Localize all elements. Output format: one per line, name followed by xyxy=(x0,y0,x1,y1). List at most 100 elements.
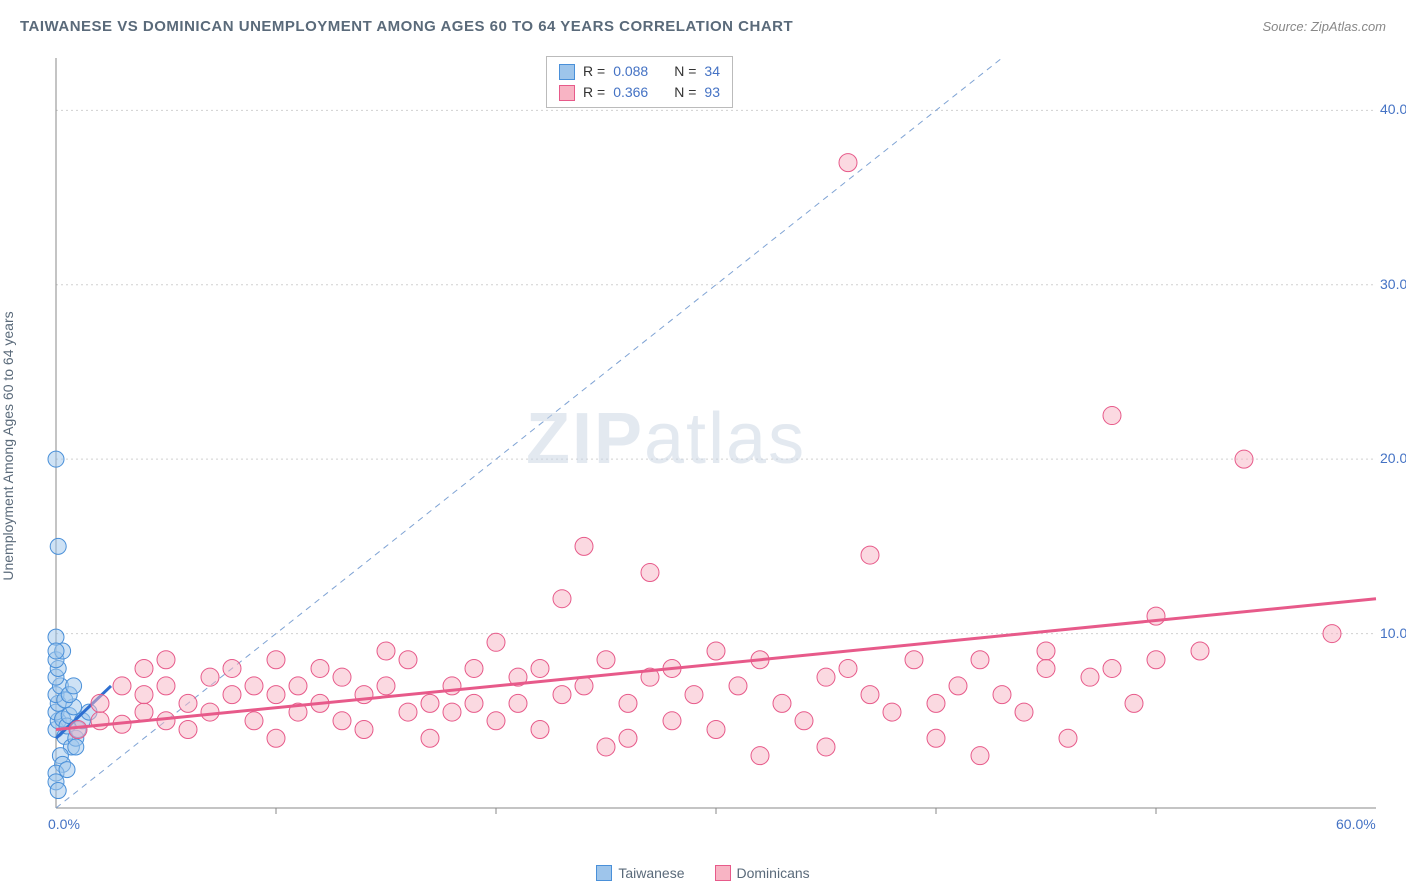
legend-swatch xyxy=(559,64,575,80)
x-tick-label: 60.0% xyxy=(1336,816,1376,832)
data-point xyxy=(487,712,505,730)
r-value: 0.366 xyxy=(613,82,648,103)
data-point xyxy=(1037,659,1055,677)
data-point xyxy=(421,694,439,712)
data-point xyxy=(355,721,373,739)
n-label: N = xyxy=(674,61,696,82)
data-point xyxy=(377,642,395,660)
data-point xyxy=(289,677,307,695)
data-point xyxy=(333,712,351,730)
data-point xyxy=(839,659,857,677)
data-point xyxy=(399,651,417,669)
data-point xyxy=(751,747,769,765)
data-point xyxy=(663,712,681,730)
data-point xyxy=(1059,729,1077,747)
series-legend: Taiwanese Dominicans xyxy=(0,858,1406,888)
data-point xyxy=(971,747,989,765)
data-point xyxy=(1147,651,1165,669)
data-point xyxy=(333,668,351,686)
data-point xyxy=(179,721,197,739)
data-point xyxy=(267,729,285,747)
chart-header: TAIWANESE VS DOMINICAN UNEMPLOYMENT AMON… xyxy=(0,0,1406,48)
x-tick-label: 0.0% xyxy=(48,816,80,832)
data-point xyxy=(179,694,197,712)
data-point xyxy=(465,659,483,677)
r-label: R = xyxy=(583,82,605,103)
data-point xyxy=(575,677,593,695)
data-point xyxy=(1037,642,1055,660)
data-point xyxy=(619,694,637,712)
data-point xyxy=(619,729,637,747)
data-point xyxy=(1103,407,1121,425)
data-point xyxy=(707,642,725,660)
data-point xyxy=(377,677,395,695)
data-point xyxy=(1125,694,1143,712)
data-point xyxy=(575,537,593,555)
data-point xyxy=(465,694,483,712)
data-point xyxy=(311,659,329,677)
data-point xyxy=(157,712,175,730)
data-point xyxy=(949,677,967,695)
data-point xyxy=(883,703,901,721)
legend-label: Dominicans xyxy=(737,865,810,881)
y-axis-label: Unemployment Among Ages 60 to 64 years xyxy=(0,311,16,580)
legend-swatch xyxy=(596,865,612,881)
data-point xyxy=(245,712,263,730)
data-point xyxy=(971,651,989,669)
data-point xyxy=(68,739,84,755)
data-point xyxy=(597,651,615,669)
data-point xyxy=(59,762,75,778)
data-point xyxy=(69,721,87,739)
r-label: R = xyxy=(583,61,605,82)
correlation-legend: R =0.088N =34R =0.366N =93 xyxy=(546,56,733,108)
legend-label: Taiwanese xyxy=(618,865,684,881)
y-tick-label: 20.0% xyxy=(1380,450,1406,466)
data-point xyxy=(707,721,725,739)
data-point xyxy=(927,694,945,712)
data-point xyxy=(223,686,241,704)
data-point xyxy=(487,633,505,651)
data-point xyxy=(91,694,109,712)
data-point xyxy=(1015,703,1033,721)
data-point xyxy=(66,678,82,694)
data-point xyxy=(861,546,879,564)
n-label: N = xyxy=(674,82,696,103)
data-point xyxy=(267,686,285,704)
data-point xyxy=(795,712,813,730)
data-point xyxy=(223,659,241,677)
data-point xyxy=(157,677,175,695)
data-point xyxy=(509,694,527,712)
data-point xyxy=(245,677,263,695)
n-value: 34 xyxy=(704,61,720,82)
data-point xyxy=(927,729,945,747)
data-point xyxy=(597,738,615,756)
data-point xyxy=(421,729,439,747)
data-point xyxy=(113,677,131,695)
data-point xyxy=(773,694,791,712)
data-point xyxy=(641,564,659,582)
data-point xyxy=(50,538,66,554)
legend-item: Dominicans xyxy=(715,865,810,881)
data-point xyxy=(135,686,153,704)
data-point xyxy=(861,686,879,704)
data-point xyxy=(817,668,835,686)
data-point xyxy=(135,703,153,721)
n-value: 93 xyxy=(704,82,720,103)
data-point xyxy=(531,721,549,739)
data-point xyxy=(1191,642,1209,660)
data-point xyxy=(1103,659,1121,677)
data-point xyxy=(48,643,64,659)
data-point xyxy=(1081,668,1099,686)
data-point xyxy=(201,668,219,686)
data-point xyxy=(685,686,703,704)
legend-swatch xyxy=(559,85,575,101)
chart-title: TAIWANESE VS DOMINICAN UNEMPLOYMENT AMON… xyxy=(20,18,793,35)
data-point xyxy=(817,738,835,756)
data-point xyxy=(553,590,571,608)
data-point xyxy=(267,651,285,669)
data-point xyxy=(553,686,571,704)
data-point xyxy=(993,686,1011,704)
data-point xyxy=(135,659,153,677)
data-point xyxy=(729,677,747,695)
y-tick-label: 40.0% xyxy=(1380,101,1406,117)
